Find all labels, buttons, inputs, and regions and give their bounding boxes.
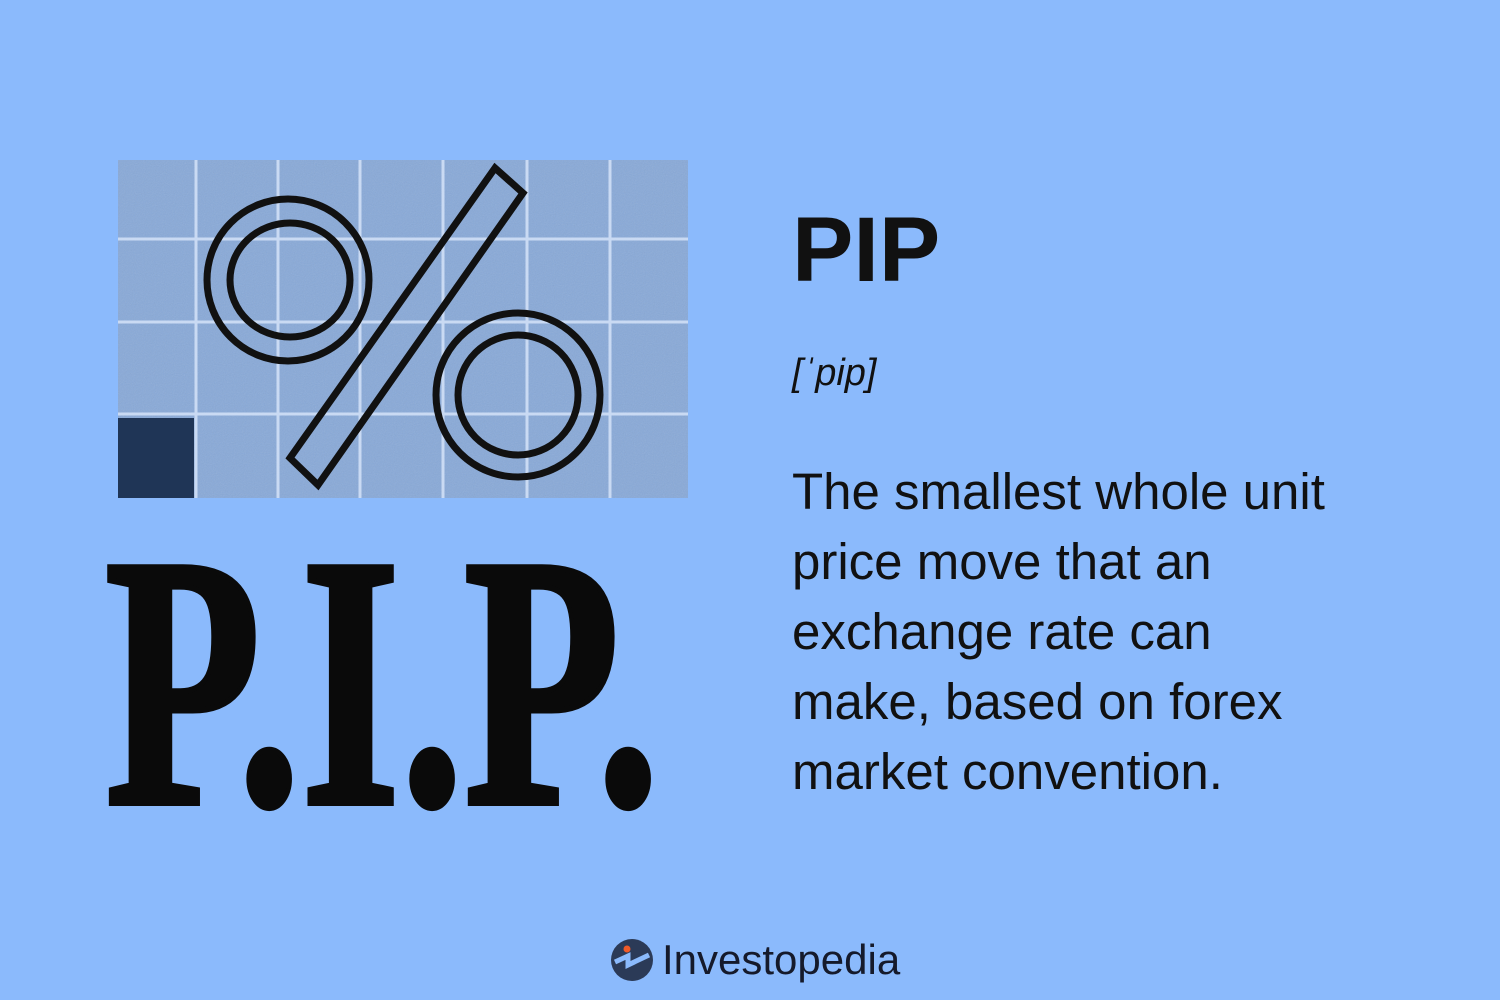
investopedia-logo-icon [611, 939, 653, 981]
grid-panel [118, 160, 688, 498]
pip-illustration [118, 160, 688, 498]
definition: The smallest whole unit price move that … [792, 463, 1325, 800]
accent-square [118, 418, 194, 498]
percent-symbol [203, 162, 604, 491]
pip-lettering: P.I.P. [102, 520, 663, 820]
brand-name: Investopedia [662, 936, 901, 983]
term-title: PIP [792, 199, 941, 301]
grid-lines [118, 160, 688, 498]
pip-lettering-text: P.I.P. [105, 520, 660, 820]
investopedia-logo[interactable]: Investopedia [610, 936, 900, 984]
pronunciation: [ˈpip] [792, 352, 877, 394]
